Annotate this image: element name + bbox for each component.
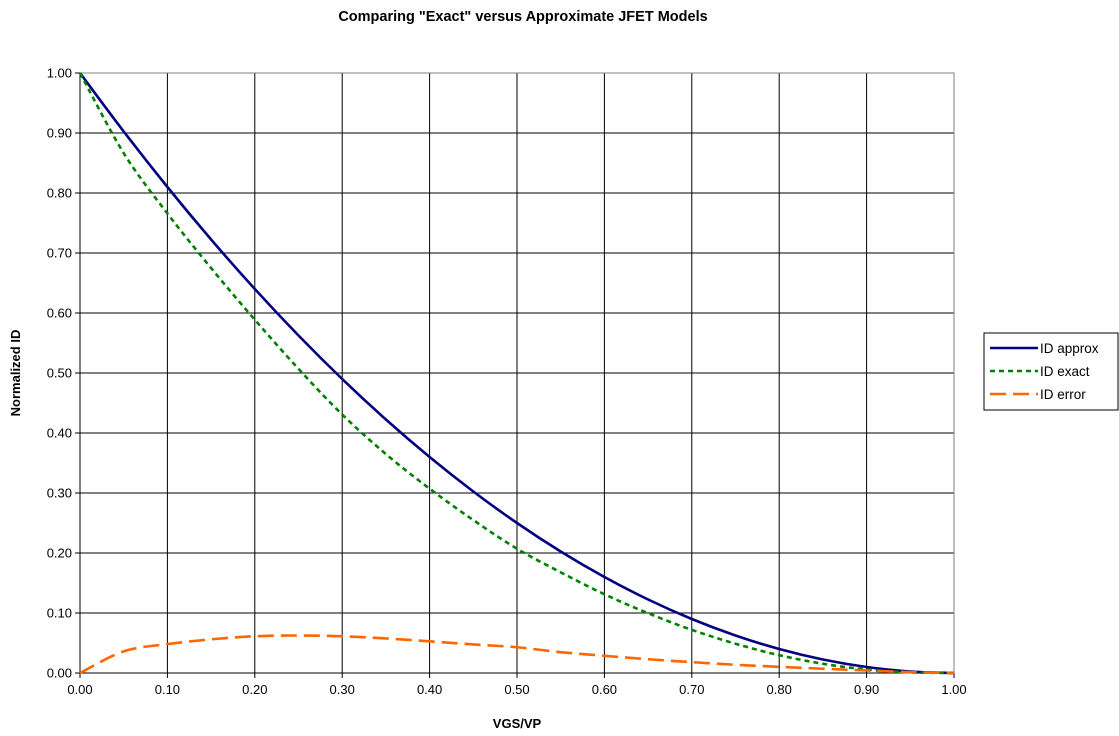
y-tick-label: 0.10 — [47, 606, 72, 621]
x-tick-label: 0.40 — [417, 682, 442, 697]
x-tick-label: 0.00 — [67, 682, 92, 697]
chart-title: Comparing "Exact" versus Approximate JFE… — [338, 9, 707, 25]
series-line-id-exact — [78, 72, 955, 675]
legend: ID approx ID exact ID error — [983, 332, 1119, 411]
x-axis-title: VGS/VP — [493, 716, 542, 731]
y-tick-label: 0.90 — [47, 126, 72, 141]
legend-label: ID exact — [1040, 364, 1090, 379]
legend-label: ID approx — [1040, 341, 1099, 356]
x-tick-label: 0.70 — [679, 682, 704, 697]
y-tick-label: 0.60 — [47, 306, 72, 321]
y-tick-label: 0.80 — [47, 186, 72, 201]
series-group — [78, 72, 955, 675]
series-line-id-error — [79, 634, 955, 675]
y-tick-label: 0.30 — [47, 486, 72, 501]
y-tick-label: 0.50 — [47, 366, 72, 381]
x-axis: 0.00 0.10 0.20 0.30 0.40 0.50 0.60 0.70 0.80 0.90… — [67, 672, 967, 697]
x-tick-label: 0.80 — [767, 682, 792, 697]
x-tick-label: 0.20 — [242, 682, 267, 697]
x-tick-label: 0.90 — [854, 682, 879, 697]
y-tick-label: 0.00 — [47, 666, 72, 681]
x-tick-label: 0.30 — [330, 682, 355, 697]
y-tick-label: 0.40 — [47, 426, 72, 441]
x-tick-label: 0.50 — [504, 682, 529, 697]
y-tick-label: 1.00 — [47, 66, 72, 81]
x-tick-label: 0.10 — [155, 682, 180, 697]
grid — [80, 73, 954, 673]
series-line-id-approx — [78, 72, 955, 675]
y-axis: 0.00 0.10 0.20 0.30 0.40 0.50 0.60 0.70 0.80 0.90… — [47, 66, 81, 681]
y-axis-title: Normalized ID — [8, 330, 23, 417]
x-tick-label: 0.60 — [592, 682, 617, 697]
x-tick-label: 1.00 — [941, 682, 966, 697]
legend-label: ID error — [1040, 387, 1086, 402]
y-tick-label: 0.70 — [47, 246, 72, 261]
y-tick-label: 0.20 — [47, 546, 72, 561]
legend-box — [983, 332, 1119, 411]
